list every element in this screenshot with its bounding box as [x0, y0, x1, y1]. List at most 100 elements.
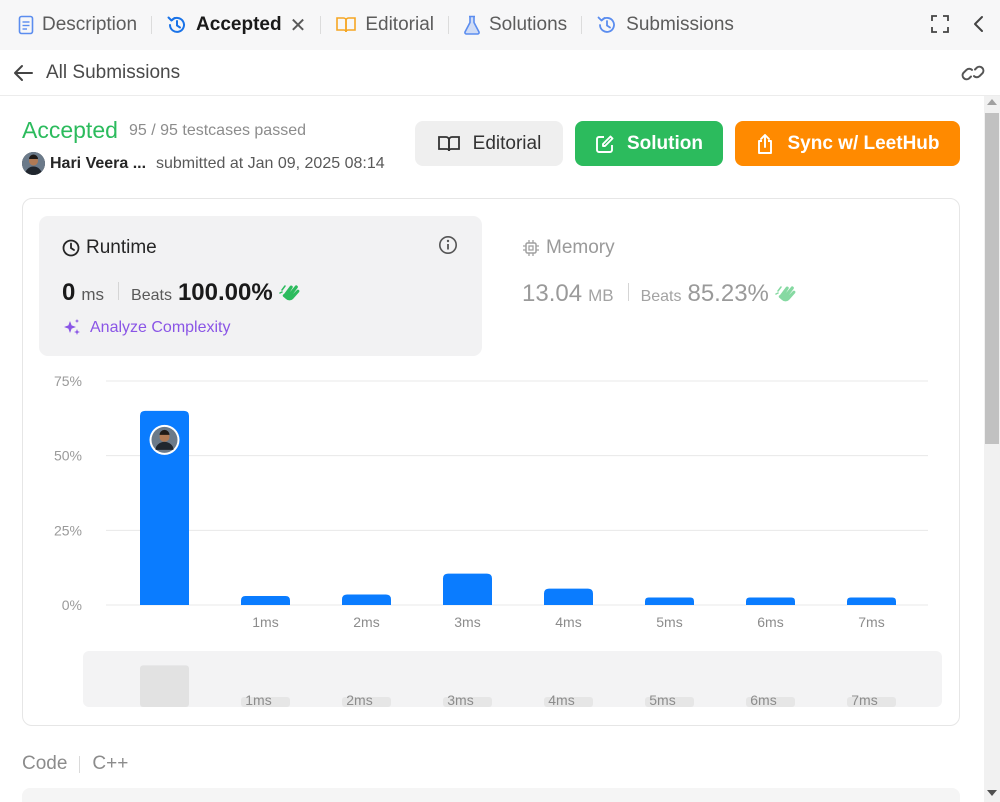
sync-leethub-button[interactable]: Sync w/ LeetHub: [735, 121, 960, 166]
book-icon: [336, 17, 357, 33]
document-icon: [18, 15, 34, 35]
runtime-title: Runtime: [62, 237, 157, 259]
code-header: Code C++: [22, 753, 128, 775]
chart-bar[interactable]: [746, 597, 795, 605]
tab-divider: [151, 16, 153, 34]
upload-icon: [758, 133, 773, 154]
divider: [627, 283, 629, 301]
sparkle-icon: [64, 319, 80, 335]
navigator-label: 4ms: [548, 692, 574, 708]
solution-button[interactable]: Solution: [575, 121, 723, 166]
all-submissions-link[interactable]: All Submissions: [46, 61, 181, 83]
chart-bar[interactable]: [544, 588, 593, 605]
x-tick-label: 4ms: [555, 614, 581, 630]
runtime-title-label: Runtime: [86, 237, 157, 258]
navigator-bar: [847, 697, 896, 707]
navigator-label: 7ms: [851, 692, 877, 708]
memory-panel-title[interactable]: Memory: [522, 237, 615, 259]
submitted-time: submitted at Jan 09, 2025 08:14: [156, 155, 385, 172]
tab-accepted[interactable]: Accepted ✕: [166, 0, 316, 50]
memory-value: 13.04: [522, 280, 583, 307]
username[interactable]: Hari Veera ...: [50, 155, 147, 172]
chip-icon: [523, 240, 539, 256]
scrollbar-thumb[interactable]: [985, 113, 999, 444]
code-language: C++: [92, 753, 129, 774]
submission-status: Accepted: [22, 117, 118, 143]
x-tick-label: 7ms: [858, 614, 884, 630]
tab-submissions[interactable]: Submissions: [596, 0, 744, 50]
chart-bar[interactable]: [443, 573, 492, 605]
navigator-bar: [645, 697, 694, 707]
editorial-button-label: Editorial: [472, 132, 542, 154]
chart-bar[interactable]: [241, 596, 290, 605]
tab-description[interactable]: Description: [18, 0, 147, 50]
navigator-label: 6ms: [750, 692, 776, 708]
beats-label: Beats: [640, 288, 682, 305]
analyze-complexity-link[interactable]: Analyze Complexity: [62, 318, 231, 338]
clock-icon: [62, 239, 80, 257]
chart-bar[interactable]: [847, 597, 896, 605]
navigator-bar: [241, 697, 290, 707]
clap-icon: [278, 285, 300, 301]
runtime-value: 0: [62, 279, 76, 306]
close-icon[interactable]: ✕: [289, 14, 307, 37]
beats-label: Beats: [131, 287, 172, 304]
testcases-passed: 95 / 95 testcases passed: [129, 122, 306, 139]
tab-divider: [448, 16, 449, 34]
chart-bar[interactable]: [342, 594, 391, 605]
tab-bar: Description Accepted ✕ Editorial Solutio…: [0, 0, 1000, 50]
memory-title-label: Memory: [546, 237, 615, 258]
edit-icon: [596, 135, 614, 153]
avatar-body: [155, 441, 174, 450]
navigator-bar: [544, 697, 593, 707]
book-icon: [437, 135, 460, 151]
analyze-label: Analyze Complexity: [90, 319, 231, 336]
solution-button-label: Solution: [627, 132, 703, 154]
tab-label: Solutions: [489, 14, 568, 35]
navigator-label: 1ms: [245, 692, 271, 708]
tab-label: Description: [42, 14, 138, 35]
x-tick-label: 2ms: [353, 614, 379, 630]
clap-icon: [775, 286, 796, 302]
navigator-label: 5ms: [649, 692, 675, 708]
x-tick-label: 1ms: [252, 614, 278, 630]
info-icon[interactable]: [438, 235, 458, 255]
avatar-hair: [159, 429, 170, 435]
code-block[interactable]: [22, 788, 960, 802]
code-label: Code: [22, 753, 68, 774]
tab-editorial[interactable]: Editorial: [335, 0, 444, 50]
y-tick-label: 25%: [54, 522, 82, 538]
runtime-value-row: 0 ms Beats 100.00%: [62, 279, 303, 307]
tab-label: Accepted: [196, 14, 282, 35]
navigator-label: 3ms: [447, 692, 473, 708]
chart-bar[interactable]: [140, 410, 189, 605]
link-icon[interactable]: [960, 62, 986, 84]
y-tick-label: 50%: [54, 448, 82, 464]
runtime-distribution-chart[interactable]: 0% 25% 50% 75% 1ms 2ms 3ms 4ms 5ms 6ms 7ms 1ms 2ms 3m…: [30, 370, 950, 715]
runtime-unit: ms: [81, 285, 105, 304]
y-tick-label: 75%: [54, 373, 82, 389]
divider: [79, 755, 81, 773]
divider: [118, 282, 120, 300]
x-tick-label: 6ms: [757, 614, 783, 630]
sync-button-label: Sync w/ LeetHub: [787, 132, 940, 154]
flask-icon: [464, 15, 480, 35]
avatar[interactable]: [22, 152, 45, 175]
chart-bar[interactable]: [645, 597, 694, 605]
chart-navigator: [83, 651, 942, 707]
navigator-bar: [746, 697, 795, 707]
chevron-left-icon[interactable]: [972, 14, 986, 34]
x-tick-label: 3ms: [454, 614, 480, 630]
scroll-down-arrow[interactable]: [987, 790, 997, 796]
history-icon: [167, 16, 186, 33]
navigator-bar: [140, 665, 189, 707]
fullscreen-icon[interactable]: [930, 14, 950, 34]
tab-solutions[interactable]: Solutions: [463, 0, 577, 50]
editorial-button[interactable]: Editorial: [415, 121, 563, 166]
runtime-panel[interactable]: [39, 216, 482, 356]
stats-card: [22, 198, 960, 726]
navigator-bar: [443, 697, 492, 707]
scroll-up-arrow[interactable]: [987, 99, 997, 105]
arrow-left-icon[interactable]: [12, 63, 34, 83]
memory-value-row: 13.04 MB Beats 85.23%: [522, 280, 799, 308]
